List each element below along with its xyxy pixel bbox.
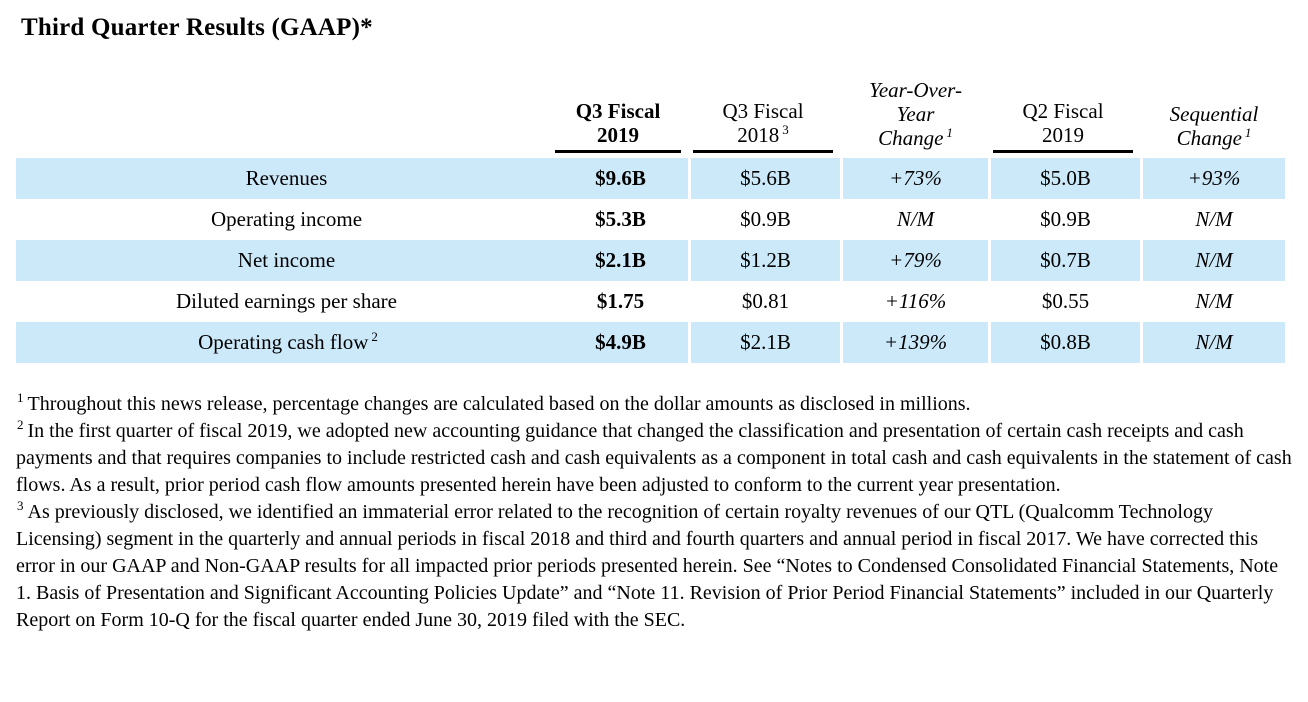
cell-yoy-change: +79% xyxy=(840,240,988,281)
row-label: Net income xyxy=(16,240,553,281)
row-label: Operating cash flow 2 xyxy=(16,322,553,363)
cell-q3fy19: $1.75 xyxy=(596,289,645,313)
table-row-diluted-eps: Diluted earnings per share $1.75 $0.81 +… xyxy=(16,281,1285,322)
column-header-q3-fiscal-2018: Q3 Fiscal 2018 3 xyxy=(688,70,840,153)
cell-q2fy19: $0.7B xyxy=(988,240,1140,281)
cell-q3fy18: $2.1B xyxy=(688,322,840,363)
cell-q3fy18: $1.2B xyxy=(688,240,840,281)
cell-q2fy19: $0.55 xyxy=(988,281,1140,322)
results-table-body: Revenues $9.6B $5.6B +73% $5.0B +93% Ope… xyxy=(16,158,1285,363)
cell-q2fy19: $5.0B xyxy=(988,158,1140,199)
table-row-operating-cash-flow: Operating cash flow 2 $4.9B $2.1B +139% $… xyxy=(16,322,1285,363)
table-row-revenues: Revenues $9.6B $5.6B +73% $5.0B +93% xyxy=(16,158,1285,199)
table-row-net-income: Net income $2.1B $1.2B +79% $0.7B N/M xyxy=(16,240,1285,281)
footnote-number: 3 xyxy=(17,498,24,514)
cell-q3fy18: $0.81 xyxy=(688,281,840,322)
row-label: Operating income xyxy=(210,207,363,231)
footnote-2: 2 In the first quarter of fiscal 2019, we… xyxy=(16,417,1292,496)
cell-seq-change: +93% xyxy=(1140,158,1285,199)
footnotes-section: 1 Throughout this news release, percentag… xyxy=(16,391,1292,634)
row-label: Diluted earnings per share xyxy=(175,289,397,313)
cell-seq-change: N/M xyxy=(1140,240,1285,281)
cell-yoy-change: N/M xyxy=(840,199,988,240)
column-header-q2-fiscal-2019: Q2 Fiscal 2019 xyxy=(988,70,1140,153)
cell-seq-change: N/M xyxy=(1140,199,1285,240)
results-table: Q3 Fiscal 2019 Q3 Fiscal 2018 3 Year-Over… xyxy=(16,70,1285,363)
cell-yoy-change: +73% xyxy=(840,158,988,199)
header-gap xyxy=(16,153,1285,158)
cell-q2fy19: $0.9B xyxy=(988,199,1140,240)
cell-q3fy18: $5.6B xyxy=(688,158,840,199)
cell-q2fy19: $0.8B xyxy=(988,322,1140,363)
cell-q3fy18: $0.9B xyxy=(688,199,840,240)
footnote-number: 1 xyxy=(17,390,24,406)
footnote-ref-3: 3 xyxy=(782,122,789,137)
cell-yoy-change: +139% xyxy=(840,322,988,363)
footnote-ref-1: 1 xyxy=(1244,125,1252,140)
cell-q3fy19: $5.3B xyxy=(595,207,646,231)
column-header-year-over-year-change: Year-Over- Year Change 1 xyxy=(840,70,988,153)
column-header-metric xyxy=(16,70,553,153)
footnote-number: 2 xyxy=(17,417,24,433)
cell-seq-change: N/M xyxy=(1140,322,1285,363)
cell-yoy-change: +116% xyxy=(840,281,988,322)
footnote-ref-1: 1 xyxy=(946,125,953,140)
row-label: Revenues xyxy=(16,158,553,199)
cell-q3fy19: $9.6B xyxy=(553,158,688,199)
footnote-ref-2: 2 xyxy=(371,329,378,344)
cell-seq-change: N/M xyxy=(1140,281,1285,322)
cell-q3fy19: $4.9B xyxy=(553,322,688,363)
footnote-1: 1 Throughout this news release, percentag… xyxy=(17,390,971,415)
column-header-q3-fiscal-2019: Q3 Fiscal 2019 xyxy=(553,70,688,153)
table-row-operating-income: Operating income $5.3B $0.9B N/M $0.9B N… xyxy=(16,199,1285,240)
results-table-header: Q3 Fiscal 2019 Q3 Fiscal 2018 3 Year-Over… xyxy=(16,70,1285,158)
footnote-3: 3 As previously disclosed, we identified … xyxy=(16,498,1279,631)
column-header-sequential-change: Sequential Change 1 xyxy=(1140,70,1285,153)
page-title: Third Quarter Results (GAAP)* xyxy=(21,14,373,41)
cell-q3fy19: $2.1B xyxy=(553,240,688,281)
